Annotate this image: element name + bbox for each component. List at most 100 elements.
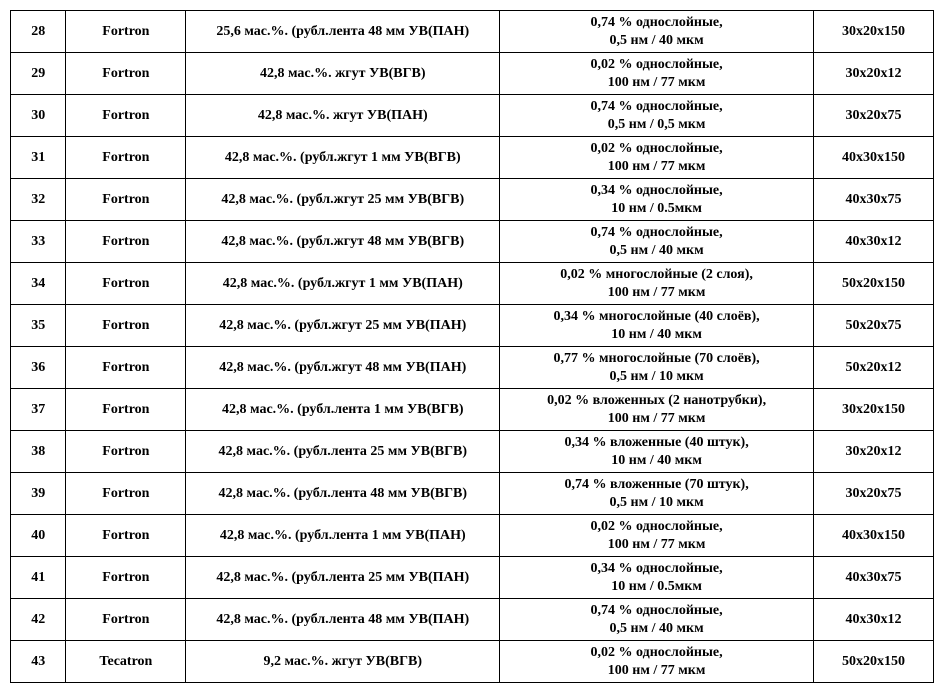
cell-properties-line1: 0,74 % однослойные, [591, 225, 723, 240]
cell-properties: 0,74 % однослойные,0,5 нм / 40 мкм [500, 11, 814, 53]
cell-properties: 0,34 % однослойные, 10 нм / 0.5мкм [500, 179, 814, 221]
cell-number: 31 [11, 137, 66, 179]
table-row: 41Fortron42,8 мас.%. (рубл.лента 25 мм У… [11, 557, 934, 599]
cell-size: 40х30х75 [813, 557, 933, 599]
cell-properties: 0,02 % однослойные, 100 нм / 77 мкм [500, 515, 814, 557]
cell-properties: 0,02 % многослойные (2 слоя), 100 нм / 77… [500, 263, 814, 305]
cell-properties-line1: 0,02 % многослойные (2 слоя), [560, 267, 753, 282]
cell-composition: 42,8 мас.%. (рубл.жгут 48 мм УВ(ПАН) [186, 347, 500, 389]
cell-properties-line1: 0,34 % однослойные, [591, 183, 723, 198]
cell-size: 30х20х150 [813, 11, 933, 53]
table-row: 35Fortron42,8 мас.%. (рубл.жгут 25 мм УВ… [11, 305, 934, 347]
cell-composition: 42,8 мас.%. жгут УВ(ПАН) [186, 95, 500, 137]
cell-properties-line2: 100 нм / 77 мкм [608, 75, 706, 90]
cell-number: 41 [11, 557, 66, 599]
cell-properties-line2: 10 нм / 40 мкм [611, 453, 702, 468]
cell-properties-line1: 0,77 % многослойные (70 слоёв), [554, 351, 760, 366]
table-row: 32Fortron42,8 мас.%. (рубл.жгут 25 мм УВ… [11, 179, 934, 221]
cell-properties: 0,74 % однослойные, 0,5 нм / 40 мкм [500, 599, 814, 641]
cell-properties-line1: 0,02 % однослойные, [591, 519, 723, 534]
table-row: 42Fortron42,8 мас.%. (рубл.лента 48 мм У… [11, 599, 934, 641]
table-row: 40Fortron42,8 мас.%. (рубл.лента 1 мм УВ… [11, 515, 934, 557]
cell-properties-line1: 0,74 % однослойные, [591, 15, 723, 30]
table-row: 37Fortron42,8 мас.%. (рубл.лента 1 мм УВ… [11, 389, 934, 431]
cell-properties: 0,02 % однослойные, 100 нм / 77 мкм [500, 53, 814, 95]
cell-composition: 42,8 мас.%. (рубл.лента 48 мм УВ(ВГВ) [186, 473, 500, 515]
table-row: 30Fortron42,8 мас.%. жгут УВ(ПАН)0,74 % … [11, 95, 934, 137]
cell-size: 30х20х12 [813, 53, 933, 95]
cell-composition: 42,8 мас.%. жгут УВ(ВГВ) [186, 53, 500, 95]
table-row: 28Fortron25,6 мас.%. (рубл.лента 48 мм У… [11, 11, 934, 53]
cell-properties-line1: 0,74 % вложенные (70 штук), [564, 477, 748, 492]
cell-size: 30х20х75 [813, 473, 933, 515]
cell-properties: 0,02 % вложенных (2 нанотрубки), 100 нм /… [500, 389, 814, 431]
cell-properties-line2: 100 нм / 77 мкм [608, 411, 706, 426]
cell-size: 50х20х150 [813, 263, 933, 305]
cell-properties-line2: 0,5 нм / 40 мкм [610, 243, 704, 258]
cell-material: Fortron [66, 179, 186, 221]
cell-properties-line2: 100 нм / 77 мкм [608, 159, 706, 174]
cell-material: Fortron [66, 557, 186, 599]
cell-composition: 42,8 мас.%. (рубл.лента 1 мм УВ(ПАН) [186, 515, 500, 557]
cell-composition: 9,2 мас.%. жгут УВ(ВГВ) [186, 641, 500, 683]
cell-composition: 42,8 мас.%. (рубл.лента 25 мм УВ(ПАН) [186, 557, 500, 599]
cell-properties: 0,34 % вложенные (40 штук),10 нм / 40 мк… [500, 431, 814, 473]
cell-properties-line1: 0,74 % однослойные, [591, 603, 723, 618]
cell-properties-line2: 0,5 нм / 0,5 мкм [608, 117, 706, 132]
table-row: 33Fortron42,8 мас.%. (рубл.жгут 48 мм УВ… [11, 221, 934, 263]
cell-composition: 42,8 мас.%. (рубл.лента 25 мм УВ(ВГВ) [186, 431, 500, 473]
cell-number: 29 [11, 53, 66, 95]
cell-material: Fortron [66, 221, 186, 263]
table-row: 34Fortron42,8 мас.%. (рубл.жгут 1 мм УВ(… [11, 263, 934, 305]
cell-properties-line2: 0,5 нм / 40 мкм [610, 621, 704, 636]
cell-properties-line2: 100 нм / 77 мкм [608, 537, 706, 552]
materials-table: 28Fortron25,6 мас.%. (рубл.лента 48 мм У… [10, 10, 934, 683]
cell-composition: 42,8 мас.%. (рубл.жгут 1 мм УВ(ВГВ) [186, 137, 500, 179]
cell-properties: 0,02 % однослойные,100 нм / 77 мкм [500, 641, 814, 683]
cell-composition: 25,6 мас.%. (рубл.лента 48 мм УВ(ПАН) [186, 11, 500, 53]
cell-number: 30 [11, 95, 66, 137]
cell-properties-line2: 10 нм / 0.5мкм [611, 579, 702, 594]
cell-number: 43 [11, 641, 66, 683]
table-row: 38Fortron42,8 мас.%. (рубл.лента 25 мм У… [11, 431, 934, 473]
cell-size: 30х20х75 [813, 95, 933, 137]
cell-properties-line2: 0,5 нм / 10 мкм [610, 369, 704, 384]
cell-composition: 42,8 мас.%. (рубл.жгут 25 мм УВ(ВГВ) [186, 179, 500, 221]
cell-properties: 0,34 % многослойные (40 слоёв),10 нм / 4… [500, 305, 814, 347]
cell-size: 30х20х12 [813, 431, 933, 473]
cell-properties-line2: 100 нм / 77 мкм [608, 285, 706, 300]
cell-properties: 0,77 % многослойные (70 слоёв), 0,5 нм / … [500, 347, 814, 389]
cell-size: 40х30х75 [813, 179, 933, 221]
cell-material: Fortron [66, 53, 186, 95]
table-row: 36Fortron42,8 мас.%. (рубл.жгут 48 мм УВ… [11, 347, 934, 389]
cell-composition: 42,8 мас.%. (рубл.жгут 48 мм УВ(ВГВ) [186, 221, 500, 263]
cell-properties-line2: 100 нм / 77 мкм [608, 663, 706, 678]
cell-properties-line1: 0,02 % однослойные, [591, 57, 723, 72]
cell-size: 40х30х12 [813, 221, 933, 263]
cell-material: Fortron [66, 137, 186, 179]
cell-composition: 42,8 мас.%. (рубл.жгут 25 мм УВ(ПАН) [186, 305, 500, 347]
cell-number: 38 [11, 431, 66, 473]
cell-material: Fortron [66, 95, 186, 137]
cell-number: 39 [11, 473, 66, 515]
cell-properties-line2: 10 нм / 0.5мкм [611, 201, 702, 216]
cell-material: Tecatron [66, 641, 186, 683]
cell-number: 28 [11, 11, 66, 53]
cell-material: Fortron [66, 11, 186, 53]
cell-number: 34 [11, 263, 66, 305]
cell-properties: 0,74 % однослойные,0,5 нм / 0,5 мкм [500, 95, 814, 137]
cell-properties-line1: 0,02 % однослойные, [591, 141, 723, 156]
cell-properties-line2: 10 нм / 40 мкм [611, 327, 702, 342]
cell-number: 42 [11, 599, 66, 641]
cell-properties-line2: 0,5 нм / 10 мкм [610, 495, 704, 510]
cell-properties: 0,74 % однослойные, 0,5 нм / 40 мкм [500, 221, 814, 263]
cell-number: 40 [11, 515, 66, 557]
cell-material: Fortron [66, 599, 186, 641]
cell-properties-line1: 0,02 % вложенных (2 нанотрубки), [547, 393, 766, 408]
cell-size: 50х20х75 [813, 305, 933, 347]
cell-size: 40х30х150 [813, 515, 933, 557]
cell-material: Fortron [66, 389, 186, 431]
cell-size: 40х30х12 [813, 599, 933, 641]
table-row: 43Tecatron9,2 мас.%. жгут УВ(ВГВ)0,02 % … [11, 641, 934, 683]
cell-properties: 0,02 % однослойные, 100 нм / 77 мкм [500, 137, 814, 179]
